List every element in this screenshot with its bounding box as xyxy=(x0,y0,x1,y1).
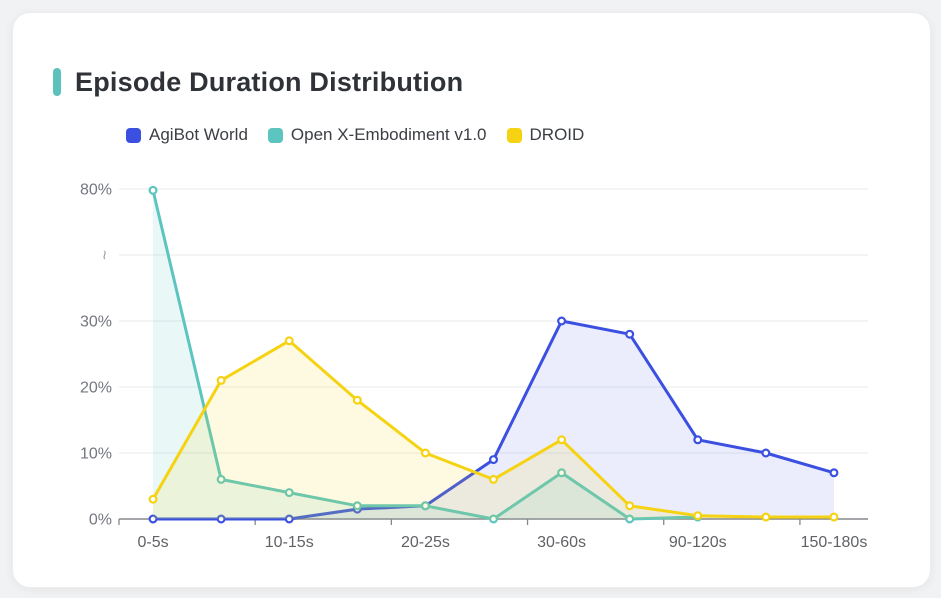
svg-text:0-5s: 0-5s xyxy=(137,534,168,551)
svg-text:~: ~ xyxy=(95,250,114,260)
legend-item-droid[interactable]: DROID xyxy=(506,125,585,145)
svg-text:20%: 20% xyxy=(80,380,112,397)
legend-swatch-agibot-world xyxy=(126,127,141,143)
svg-text:10%: 10% xyxy=(80,446,112,463)
page-title: Episode Duration Distribution xyxy=(75,67,464,97)
svg-text:90-120s: 90-120s xyxy=(669,534,727,551)
legend-item-agibot-world[interactable]: AgiBot World xyxy=(126,125,248,145)
legend-label-agibot-world: AgiBot World xyxy=(149,125,248,144)
svg-text:10-15s: 10-15s xyxy=(265,534,314,551)
legend-swatch-open-x-embodiment xyxy=(267,127,283,143)
svg-text:0%: 0% xyxy=(89,512,112,529)
legend-item-open-x-embodiment[interactable]: Open X-Embodiment v1.0 xyxy=(267,125,487,145)
svg-text:30%: 30% xyxy=(80,314,112,331)
legend-label-open-x-embodiment: Open X-Embodiment v1.0 xyxy=(290,125,487,144)
legend-swatch-droid xyxy=(506,127,522,143)
chart-legend: AgiBot World Open X-Embodiment v1.0 DROI… xyxy=(126,125,584,145)
title-accent-bar xyxy=(53,68,61,96)
svg-text:20-25s: 20-25s xyxy=(401,534,450,551)
title-row: Episode Duration Distribution xyxy=(53,67,463,97)
svg-text:80%: 80% xyxy=(80,182,112,199)
chart-card: Episode Duration Distribution AgiBot Wor… xyxy=(12,12,931,588)
legend-label-droid: DROID xyxy=(529,125,585,144)
svg-text:30-60s: 30-60s xyxy=(537,534,586,551)
svg-text:150-180s: 150-180s xyxy=(801,534,868,551)
